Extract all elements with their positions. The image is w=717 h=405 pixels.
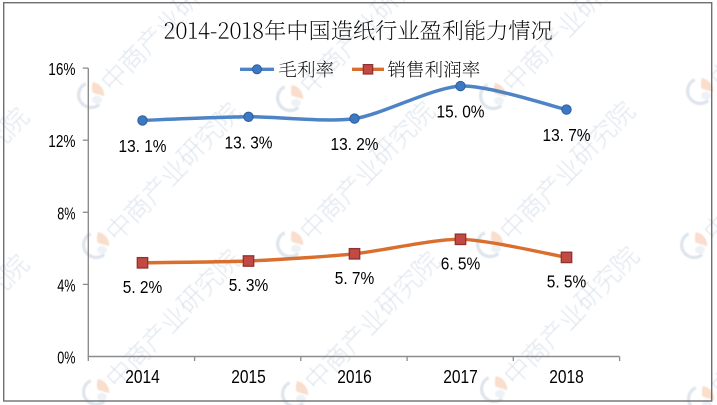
svg-text:15. 0%: 15. 0% [437, 102, 485, 122]
svg-text:2018: 2018 [549, 367, 584, 387]
svg-text:2015: 2015 [231, 367, 266, 387]
svg-text:5. 5%: 5. 5% [547, 271, 587, 291]
svg-text:13. 2%: 13. 2% [331, 134, 379, 154]
svg-text:2016: 2016 [337, 367, 372, 387]
svg-text:2014: 2014 [125, 367, 160, 387]
svg-text:5. 3%: 5. 3% [229, 275, 269, 295]
svg-text:5. 2%: 5. 2% [123, 277, 163, 297]
svg-text:8%: 8% [57, 203, 76, 223]
svg-text:2017: 2017 [443, 367, 478, 387]
svg-text:13. 7%: 13. 7% [543, 125, 591, 145]
svg-text:5. 7%: 5. 7% [335, 268, 375, 288]
svg-text:0%: 0% [57, 348, 76, 368]
svg-text:4%: 4% [57, 275, 76, 295]
svg-text:6. 5%: 6. 5% [441, 253, 481, 273]
svg-text:16%: 16% [48, 59, 75, 79]
svg-text:13. 1%: 13. 1% [119, 136, 167, 156]
svg-text:13. 3%: 13. 3% [225, 132, 273, 152]
svg-text:12%: 12% [48, 131, 75, 151]
